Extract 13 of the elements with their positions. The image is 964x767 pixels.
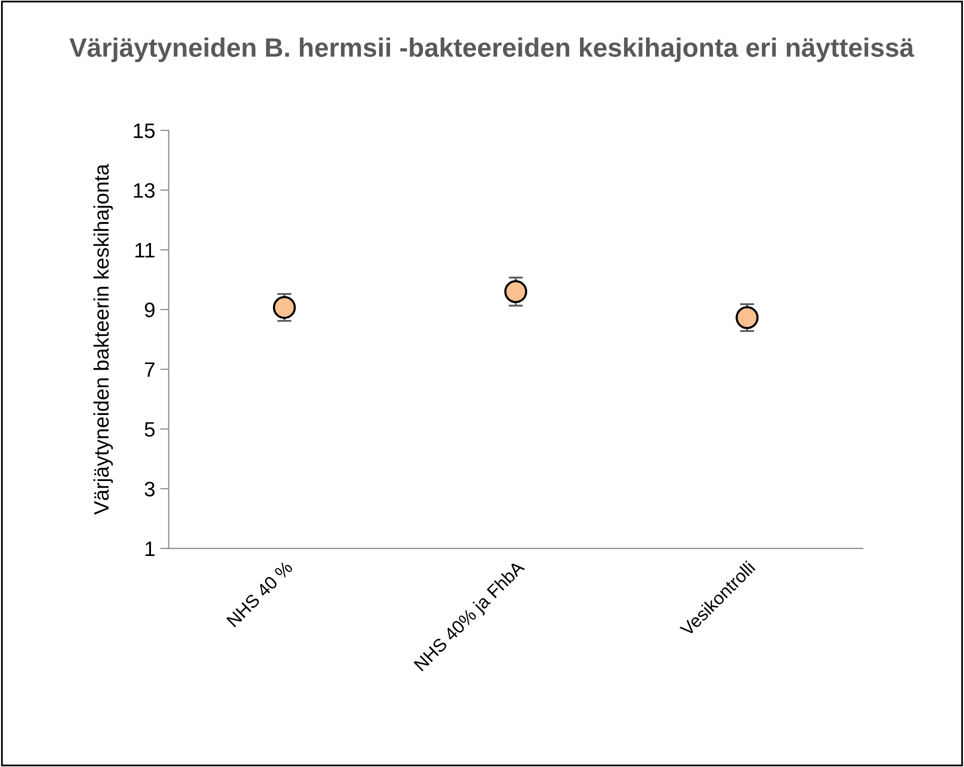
y-tick-label: 13 <box>134 183 155 198</box>
chart-title: Värjäytyneiden B. hermsii -bakteereiden keskihajonta eri näytteissä <box>69 38 914 62</box>
y-tick-label: 7 <box>144 362 154 377</box>
point <box>504 280 528 304</box>
y-tick-label: 3 <box>144 482 155 496</box>
y-tick-label: 5 <box>144 422 155 437</box>
y-axis-title: Värjäytyneiden bakteerin keskihajonta <box>93 164 113 515</box>
y-tick-label: 11 <box>135 243 154 258</box>
point <box>272 296 296 319</box>
y-tick-label: 15 <box>134 124 155 138</box>
y-tick-label: 9 <box>144 302 155 318</box>
point <box>736 306 759 330</box>
y-tick-label: 1 <box>146 542 154 556</box>
